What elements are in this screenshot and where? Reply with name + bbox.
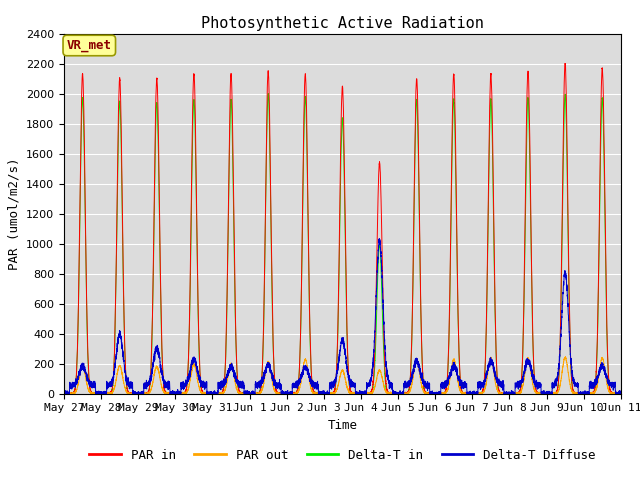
PAR in: [179, 391, 187, 396]
Delta-T Diffuse: [615, 391, 623, 396]
Delta-T in: [419, 380, 427, 386]
PAR out: [60, 391, 68, 396]
Line: Delta-T Diffuse: Delta-T Diffuse: [64, 239, 621, 394]
Line: PAR out: PAR out: [64, 357, 621, 394]
Y-axis label: PAR (umol/m2/s): PAR (umol/m2/s): [8, 157, 20, 270]
PAR in: [615, 391, 623, 396]
Legend: PAR in, PAR out, Delta-T in, Delta-T Diffuse: PAR in, PAR out, Delta-T in, Delta-T Dif…: [84, 444, 600, 467]
PAR out: [615, 391, 623, 396]
PAR in: [499, 391, 506, 396]
Delta-T in: [615, 391, 623, 396]
PAR out: [173, 391, 181, 396]
PAR out: [179, 390, 187, 396]
X-axis label: Time: Time: [328, 419, 357, 432]
Text: VR_met: VR_met: [67, 39, 112, 52]
PAR in: [60, 391, 68, 396]
Delta-T Diffuse: [617, 391, 625, 396]
Line: PAR in: PAR in: [64, 63, 621, 394]
PAR out: [269, 379, 276, 385]
Delta-T in: [499, 391, 506, 396]
PAR in: [617, 391, 625, 396]
Delta-T in: [173, 391, 181, 396]
Delta-T in: [179, 391, 187, 396]
Delta-T Diffuse: [499, 380, 506, 386]
PAR in: [419, 378, 427, 384]
Delta-T Diffuse: [173, 391, 181, 396]
Delta-T Diffuse: [179, 379, 187, 384]
PAR out: [419, 388, 427, 394]
Delta-T Diffuse: [376, 236, 383, 241]
Delta-T in: [617, 391, 625, 396]
PAR out: [499, 391, 506, 396]
PAR in: [173, 390, 181, 396]
Delta-T in: [269, 316, 276, 322]
PAR out: [562, 354, 570, 360]
Delta-T Diffuse: [269, 378, 276, 384]
PAR out: [617, 391, 625, 396]
Delta-T in: [60, 391, 68, 396]
Delta-T in: [264, 91, 272, 96]
Title: Photosynthetic Active Radiation: Photosynthetic Active Radiation: [201, 16, 484, 31]
PAR in: [60, 391, 68, 396]
Delta-T Diffuse: [60, 391, 68, 396]
PAR in: [561, 60, 569, 66]
Line: Delta-T in: Delta-T in: [64, 94, 621, 394]
PAR in: [269, 311, 276, 316]
Delta-T Diffuse: [419, 378, 427, 384]
